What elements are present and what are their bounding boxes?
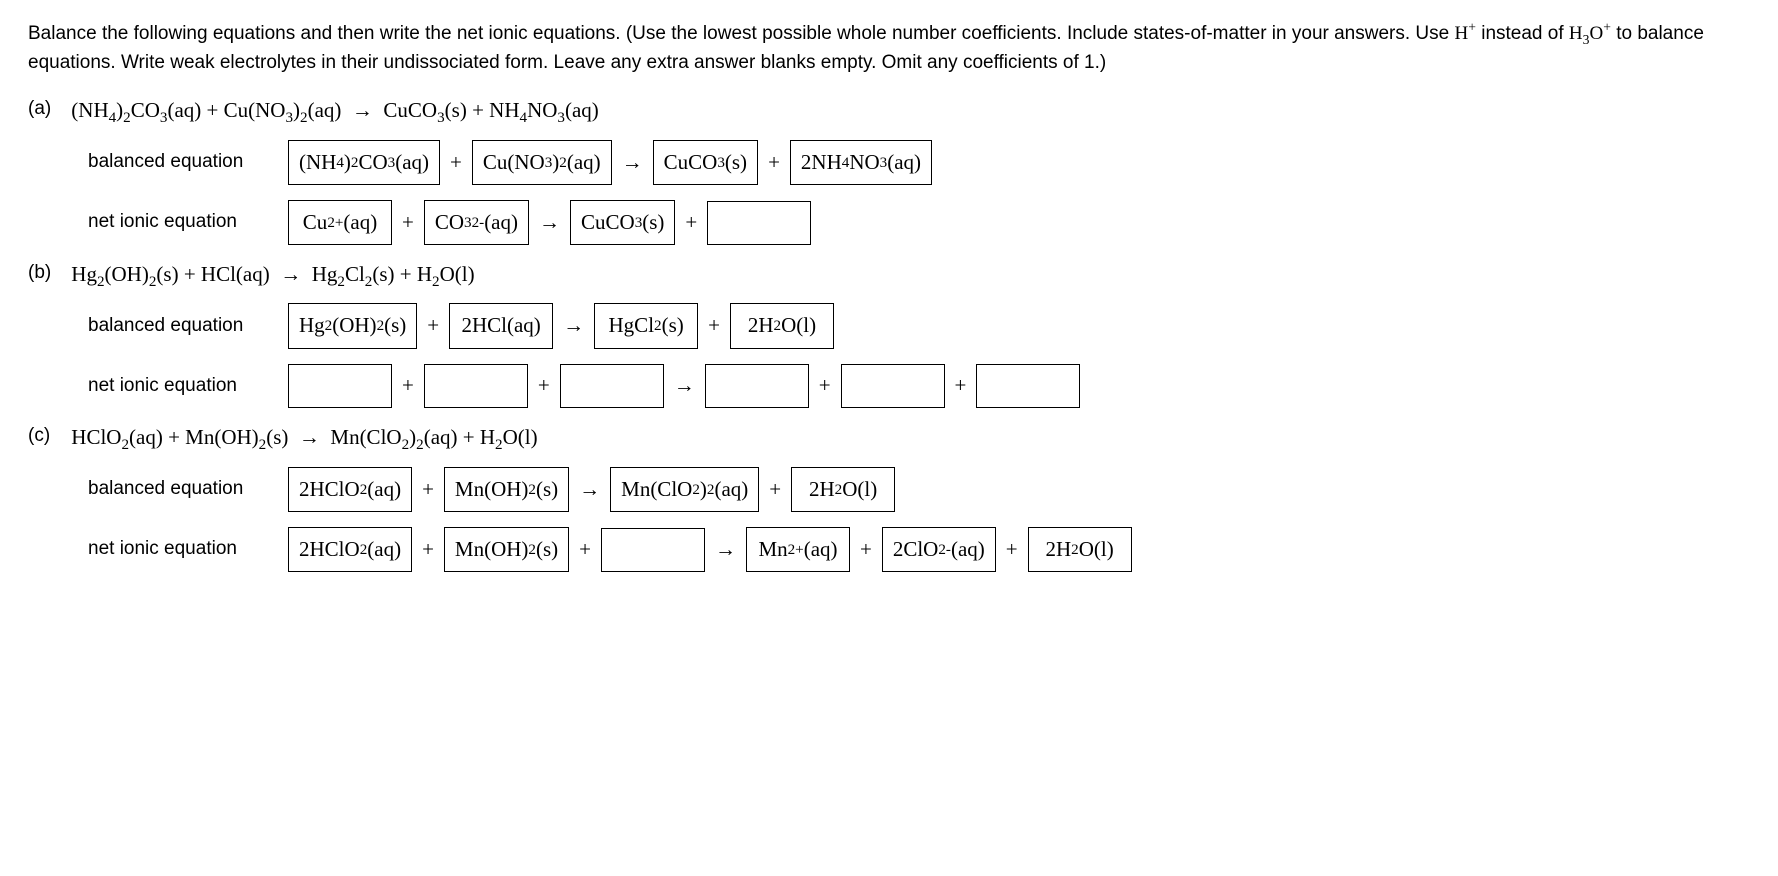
unbalanced-eq-b: Hg2(OH)2(s) + HCl(aq) → Hg2Cl2(s) + H2O(… bbox=[71, 262, 474, 286]
answer-box[interactable]: CO32-(aq) bbox=[424, 200, 529, 246]
plus-op: + bbox=[412, 534, 444, 566]
answer-box[interactable]: 2H2O(l) bbox=[730, 303, 834, 349]
unbalanced-eq-a: (NH4)2CO3(aq) + Cu(NO3)2(aq) → CuCO3(s) … bbox=[71, 98, 599, 122]
plus-op: + bbox=[569, 534, 601, 566]
balanced-row-c: balanced equation 2HClO2(aq) + Mn(OH)2(s… bbox=[88, 466, 1750, 514]
answer-box[interactable]: Cu(NO3)2(aq) bbox=[472, 140, 612, 186]
plus-op: + bbox=[945, 370, 977, 402]
answer-box[interactable]: 2HCl(aq) bbox=[449, 303, 553, 349]
answer-box[interactable] bbox=[601, 528, 705, 572]
answer-box[interactable] bbox=[288, 364, 392, 408]
part-label-a: (a) bbox=[28, 95, 66, 124]
arrow-op: → bbox=[612, 147, 653, 179]
answer-box[interactable]: CuCO3(s) bbox=[570, 200, 675, 246]
instr-pre: Balance the following equations and then… bbox=[28, 23, 1454, 44]
net-ionic-label: net ionic equation bbox=[88, 372, 288, 401]
answer-box[interactable]: 2H2O(l) bbox=[791, 467, 895, 513]
part-label-b: (b) bbox=[28, 259, 66, 288]
plus-op: + bbox=[758, 147, 790, 179]
net-ionic-row-c: net ionic equation 2HClO2(aq) + Mn(OH)2(… bbox=[88, 526, 1750, 574]
answer-box[interactable] bbox=[705, 364, 809, 408]
arrow-op: → bbox=[529, 207, 570, 239]
h-plus: H+ bbox=[1454, 23, 1475, 44]
plus-op: + bbox=[412, 474, 444, 506]
balanced-row-b: balanced equation Hg2(OH)2(s) + 2HCl(aq)… bbox=[88, 302, 1750, 350]
net-ionic-label: net ionic equation bbox=[88, 535, 288, 564]
answer-box[interactable]: Cu2+(aq) bbox=[288, 200, 392, 246]
part-b: (b) Hg2(OH)2(s) + HCl(aq) → Hg2Cl2(s) + … bbox=[28, 259, 1750, 291]
balanced-label: balanced equation bbox=[88, 312, 288, 341]
plus-op: + bbox=[440, 147, 472, 179]
plus-op: + bbox=[809, 370, 841, 402]
answer-box[interactable]: Mn(ClO2)2(aq) bbox=[610, 467, 759, 513]
answer-box[interactable] bbox=[976, 364, 1080, 408]
answer-box[interactable] bbox=[560, 364, 664, 408]
answer-box[interactable]: 2HClO2(aq) bbox=[288, 467, 412, 513]
net-ionic-row-b: net ionic equation + + → + + bbox=[88, 362, 1750, 410]
net-ionic-row-a: net ionic equation Cu2+(aq) + CO32-(aq) … bbox=[88, 199, 1750, 247]
h3o-plus: H3O+ bbox=[1569, 23, 1611, 44]
answer-box[interactable]: 2HClO2(aq) bbox=[288, 527, 412, 573]
plus-op: + bbox=[759, 474, 791, 506]
answer-box[interactable]: (NH4)2CO3(aq) bbox=[288, 140, 440, 186]
answer-box[interactable]: HgCl2(s) bbox=[594, 303, 698, 349]
plus-op: + bbox=[675, 207, 707, 239]
answer-box[interactable] bbox=[707, 201, 811, 245]
answer-box[interactable]: Mn2+(aq) bbox=[746, 527, 850, 573]
instr-mid: instead of bbox=[1476, 23, 1569, 44]
arrow-op: → bbox=[705, 534, 746, 566]
net-ionic-label: net ionic equation bbox=[88, 208, 288, 237]
answer-box[interactable]: CuCO3(s) bbox=[653, 140, 758, 186]
part-a: (a) (NH4)2CO3(aq) + Cu(NO3)2(aq) → CuCO3… bbox=[28, 95, 1750, 127]
part-label-c: (c) bbox=[28, 422, 66, 451]
answer-box[interactable] bbox=[841, 364, 945, 408]
answer-box[interactable]: 2NH4NO3(aq) bbox=[790, 140, 932, 186]
plus-op: + bbox=[417, 310, 449, 342]
arrow-op: → bbox=[664, 370, 705, 402]
answer-box[interactable] bbox=[424, 364, 528, 408]
arrow-op: → bbox=[569, 474, 610, 506]
unbalanced-eq-c: HClO2(aq) + Mn(OH)2(s) → Mn(ClO2)2(aq) +… bbox=[71, 425, 537, 449]
balanced-row-a: balanced equation (NH4)2CO3(aq) + Cu(NO3… bbox=[88, 139, 1750, 187]
plus-op: + bbox=[996, 534, 1028, 566]
arrow-op: → bbox=[553, 310, 594, 342]
answer-box[interactable]: Mn(OH)2(s) bbox=[444, 467, 569, 513]
answer-box[interactable]: 2H2O(l) bbox=[1028, 527, 1132, 573]
plus-op: + bbox=[698, 310, 730, 342]
part-c: (c) HClO2(aq) + Mn(OH)2(s) → Mn(ClO2)2(a… bbox=[28, 422, 1750, 454]
balanced-label: balanced equation bbox=[88, 475, 288, 504]
plus-op: + bbox=[850, 534, 882, 566]
answer-box[interactable]: Hg2(OH)2(s) bbox=[288, 303, 417, 349]
plus-op: + bbox=[528, 370, 560, 402]
instructions: Balance the following equations and then… bbox=[28, 20, 1750, 77]
plus-op: + bbox=[392, 207, 424, 239]
balanced-label: balanced equation bbox=[88, 148, 288, 177]
answer-box[interactable]: 2ClO2-(aq) bbox=[882, 527, 996, 573]
answer-box[interactable]: Mn(OH)2(s) bbox=[444, 527, 569, 573]
plus-op: + bbox=[392, 370, 424, 402]
